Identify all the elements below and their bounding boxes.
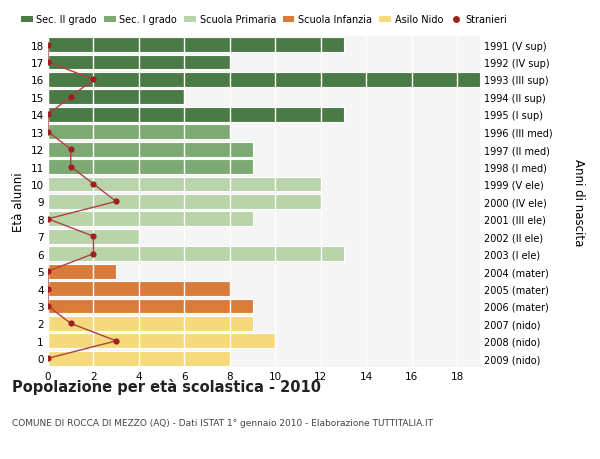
Bar xyxy=(48,90,184,105)
Bar xyxy=(48,299,253,313)
Point xyxy=(112,198,121,206)
Bar xyxy=(48,351,230,366)
Point xyxy=(43,59,53,67)
Point xyxy=(43,302,53,310)
Bar xyxy=(48,107,344,123)
Bar xyxy=(48,142,253,157)
Bar xyxy=(48,281,230,297)
Point xyxy=(112,337,121,345)
Point xyxy=(43,42,53,49)
Point xyxy=(89,181,98,188)
Point xyxy=(66,94,76,101)
Point xyxy=(43,355,53,362)
Bar xyxy=(48,38,344,53)
Bar xyxy=(48,334,275,348)
Y-axis label: Età alunni: Età alunni xyxy=(12,172,25,232)
Point xyxy=(89,233,98,241)
Point xyxy=(43,285,53,292)
Legend: Sec. II grado, Sec. I grado, Scuola Primaria, Scuola Infanzia, Asilo Nido, Stran: Sec. II grado, Sec. I grado, Scuola Prim… xyxy=(21,15,507,25)
Bar xyxy=(48,230,139,244)
Point xyxy=(66,163,76,171)
Point xyxy=(43,129,53,136)
Point xyxy=(66,146,76,153)
Point xyxy=(43,112,53,119)
Bar xyxy=(48,73,480,88)
Point xyxy=(66,320,76,327)
Text: COMUNE DI ROCCA DI MEZZO (AQ) - Dati ISTAT 1° gennaio 2010 - Elaborazione TUTTIT: COMUNE DI ROCCA DI MEZZO (AQ) - Dati IST… xyxy=(12,418,433,427)
Bar xyxy=(48,125,230,140)
Bar xyxy=(48,56,230,70)
Point xyxy=(89,251,98,258)
Point xyxy=(43,216,53,223)
Text: Popolazione per età scolastica - 2010: Popolazione per età scolastica - 2010 xyxy=(12,379,321,395)
Bar xyxy=(48,316,253,331)
Bar xyxy=(48,195,321,209)
Bar xyxy=(48,264,116,279)
Point xyxy=(89,77,98,84)
Bar xyxy=(48,212,253,227)
Y-axis label: Anni di nascita: Anni di nascita xyxy=(572,158,585,246)
Bar xyxy=(48,160,253,174)
Point xyxy=(43,268,53,275)
Bar xyxy=(48,177,321,192)
Bar xyxy=(48,247,344,262)
